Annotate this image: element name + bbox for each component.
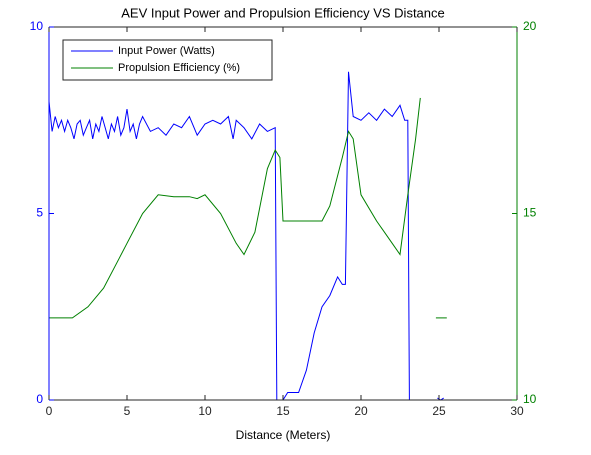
- y2-tick-label: 20: [523, 19, 537, 33]
- x-tick-label: 10: [198, 404, 212, 418]
- series-line: [49, 97, 421, 319]
- legend-box: [62, 39, 273, 81]
- y-tick-label: 5: [36, 206, 43, 220]
- x-tick-label: 20: [354, 404, 368, 418]
- x-tick-label: 0: [46, 404, 53, 418]
- chart-title: AEV Input Power and Propulsion Efficienc…: [121, 5, 445, 20]
- series-line: [48, 71, 410, 401]
- y2-tick-label: 15: [523, 206, 537, 220]
- legend-label: Input Power (Watts): [118, 45, 215, 57]
- x-tick-label: 25: [432, 404, 446, 418]
- y2-tick-label: 10: [523, 392, 537, 406]
- x-axis-label: Distance (Meters): [236, 428, 331, 442]
- x-tick-label: 30: [510, 404, 524, 418]
- y-tick-label: 10: [30, 19, 44, 33]
- legend-label: Propulsion Efficiency (%): [118, 62, 240, 74]
- x-tick-label: 5: [124, 404, 131, 418]
- y-tick-label: 0: [36, 392, 43, 406]
- x-tick-label: 15: [276, 404, 290, 418]
